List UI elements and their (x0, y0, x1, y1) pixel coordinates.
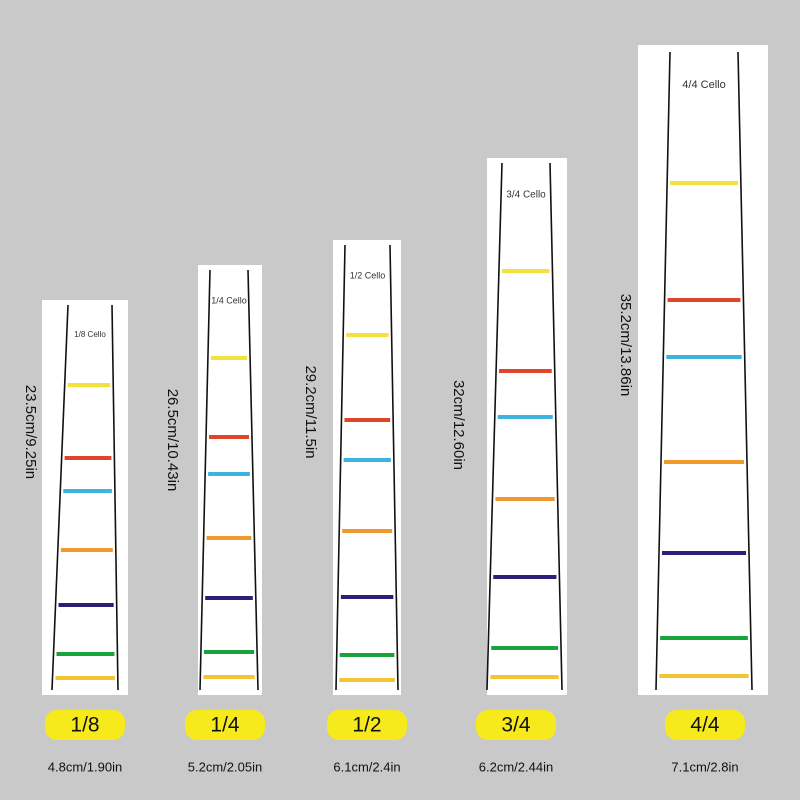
size-badge (476, 710, 556, 740)
size-label: 3/4 (501, 714, 531, 737)
size-badge (185, 710, 265, 740)
width-label: 6.2cm/2.44in (479, 759, 553, 774)
sticker-label: 4/4 Cello (682, 79, 725, 91)
length-label: 23.5cm/9.25in (22, 385, 39, 479)
sticker-label: 3/4 Cello (506, 190, 546, 201)
string-line (549, 162, 563, 691)
sticker-label: 1/4 Cello (211, 295, 247, 305)
width-label: 7.1cm/2.8in (671, 759, 738, 774)
length-label: 26.5cm/10.43in (164, 389, 181, 492)
string-line (247, 269, 259, 691)
string-line (51, 304, 69, 691)
width-label: 4.8cm/1.90in (48, 759, 122, 774)
sticker-label: 1/2 Cello (350, 270, 386, 280)
length-label: 29.2cm/11.5in (302, 365, 319, 458)
size-badge (665, 710, 745, 740)
length-label: 32cm/12.60in (450, 380, 467, 470)
width-label: 5.2cm/2.05in (188, 759, 262, 774)
string-line (655, 51, 671, 691)
string-line (111, 304, 119, 691)
size-label: 4/4 (690, 714, 720, 737)
string-line (389, 244, 399, 691)
size-label: 1/4 (210, 714, 240, 737)
sticker-label: 1/8 Cello (74, 330, 106, 339)
width-label: 6.1cm/2.4in (333, 759, 400, 774)
size-badge (327, 710, 407, 740)
string-line (737, 51, 753, 691)
size-badge (45, 710, 125, 740)
string-line (486, 162, 503, 691)
sticker-panel (638, 45, 768, 695)
size-label: 1/2 (352, 714, 381, 737)
length-label: 35.2cm/13.86in (617, 294, 634, 397)
string-line (335, 244, 346, 691)
size-label: 1/8 (70, 714, 99, 737)
string-line (199, 269, 211, 691)
sticker-panel (487, 158, 567, 695)
